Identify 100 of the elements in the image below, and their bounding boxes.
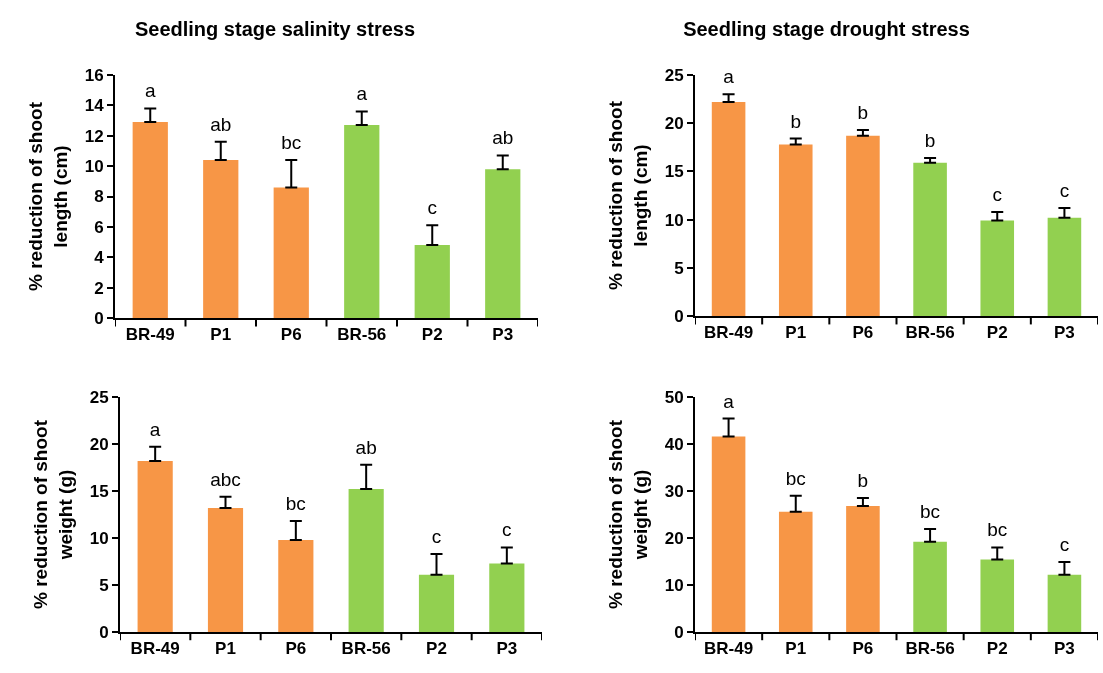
bar	[1047, 217, 1082, 316]
bar	[489, 563, 525, 632]
y-tick-label: 25	[664, 65, 684, 85]
annotation: ab	[355, 436, 377, 458]
bar	[137, 460, 173, 632]
y-axis-title: % reduction of shoot length (cm)	[25, 101, 72, 291]
x-tick-label: BR-56	[341, 639, 391, 659]
annotation: c	[1059, 533, 1070, 555]
x-tick-label: P1	[785, 639, 807, 659]
y-axis-title: % reduction of shoot weight (g)	[605, 419, 652, 609]
annotation: ab	[210, 113, 232, 135]
annotation: c	[431, 525, 442, 547]
annotation: a	[149, 418, 161, 440]
bar	[778, 144, 813, 316]
y-tick-label: 8	[94, 187, 104, 207]
x-tick-label: P6	[852, 639, 874, 659]
x-tick-label: P6	[280, 325, 302, 345]
annotation: bc	[785, 467, 806, 489]
bar	[203, 160, 239, 318]
bar	[418, 574, 455, 632]
y-tick-label: 5	[99, 575, 109, 595]
x-tick-label: BR-49	[130, 639, 180, 659]
x-tick-label: BR-49	[704, 323, 754, 343]
x-tick-label: P2	[986, 639, 1008, 659]
bar	[278, 539, 314, 632]
y-tick-label: 0	[674, 306, 684, 326]
y-tick-label: 10	[89, 528, 109, 548]
x-tick-label: P3	[1054, 323, 1075, 343]
annotation: a	[723, 390, 734, 412]
y-tick-label: 5	[674, 258, 684, 278]
bar	[348, 489, 384, 632]
x-tick-label: P2	[421, 325, 443, 345]
x-tick-label: P2	[986, 323, 1008, 343]
annotation: c	[427, 197, 437, 219]
chart-title: Seedling stage drought stress	[683, 18, 970, 40]
y-tick-label: 25	[89, 387, 109, 407]
bar	[913, 162, 947, 316]
annotation: bc	[281, 132, 302, 154]
y-tick-label: 0	[674, 622, 684, 642]
x-tick-label: P2	[426, 639, 447, 659]
y-axis-title: % reduction of shoot weight (g)	[30, 419, 77, 609]
y-tick-label: 10	[664, 210, 684, 230]
annotation: a	[723, 66, 734, 88]
y-tick-label: 14	[84, 96, 105, 116]
annotation: a	[144, 80, 156, 102]
y-tick-label: 2	[94, 278, 104, 298]
y-tick-label: 16	[84, 65, 104, 85]
x-tick-label: P6	[852, 323, 874, 343]
x-tick-label: P3	[496, 639, 518, 659]
annotation: b	[857, 470, 869, 492]
x-tick-label: BR-49	[125, 325, 175, 345]
bar	[1047, 574, 1082, 632]
y-tick-label: 6	[94, 217, 104, 237]
annotation: bc	[285, 493, 306, 515]
y-tick-label: 15	[89, 481, 109, 501]
annotation: bc	[987, 519, 1008, 541]
bar	[846, 135, 880, 316]
chart-title: Seedling stage salinity stress	[134, 18, 416, 40]
x-tick-label: BR-56	[905, 639, 955, 659]
x-tick-label: P6	[285, 639, 307, 659]
x-tick-label: BR-56	[337, 325, 387, 345]
y-tick-label: 20	[664, 114, 684, 134]
bar	[132, 122, 168, 318]
annotation: b	[790, 110, 802, 132]
y-tick-label: 15	[664, 162, 684, 182]
y-tick-label: 0	[94, 308, 104, 328]
y-tick-label: 0	[99, 622, 109, 642]
y-tick-label: 20	[89, 434, 109, 454]
x-tick-label: P1	[210, 325, 232, 345]
y-tick-label: 10	[84, 157, 104, 177]
y-tick-label: 20	[664, 528, 684, 548]
y-tick-label: 4	[94, 248, 105, 268]
annotation: b	[857, 101, 869, 123]
y-tick-label: 50	[664, 387, 684, 407]
annotation: c	[992, 183, 1002, 205]
bar	[273, 187, 309, 318]
x-tick-label: P3	[492, 325, 514, 345]
bar	[980, 220, 1015, 316]
y-tick-label: 10	[664, 575, 684, 595]
annotation: c	[1059, 180, 1070, 202]
y-tick-label: 12	[84, 126, 104, 146]
bar	[913, 541, 947, 632]
y-axis-title: % reduction of shoot length (cm)	[605, 100, 652, 290]
annotation: c	[502, 519, 512, 541]
bar	[485, 169, 521, 318]
x-tick-label: P3	[1054, 639, 1075, 659]
bar	[207, 507, 244, 632]
x-tick-label: P1	[215, 639, 236, 659]
bar	[980, 559, 1015, 632]
bar	[711, 436, 746, 632]
y-tick-label: 30	[664, 481, 684, 501]
annotation: abc	[210, 468, 241, 490]
y-tick-label: 40	[664, 434, 684, 454]
annotation: bc	[920, 501, 941, 523]
x-tick-label: BR-49	[704, 639, 754, 659]
bar	[344, 125, 380, 318]
x-tick-label: BR-56	[905, 323, 955, 343]
annotation: b	[924, 129, 936, 151]
bar	[414, 245, 450, 318]
bar	[711, 101, 746, 316]
